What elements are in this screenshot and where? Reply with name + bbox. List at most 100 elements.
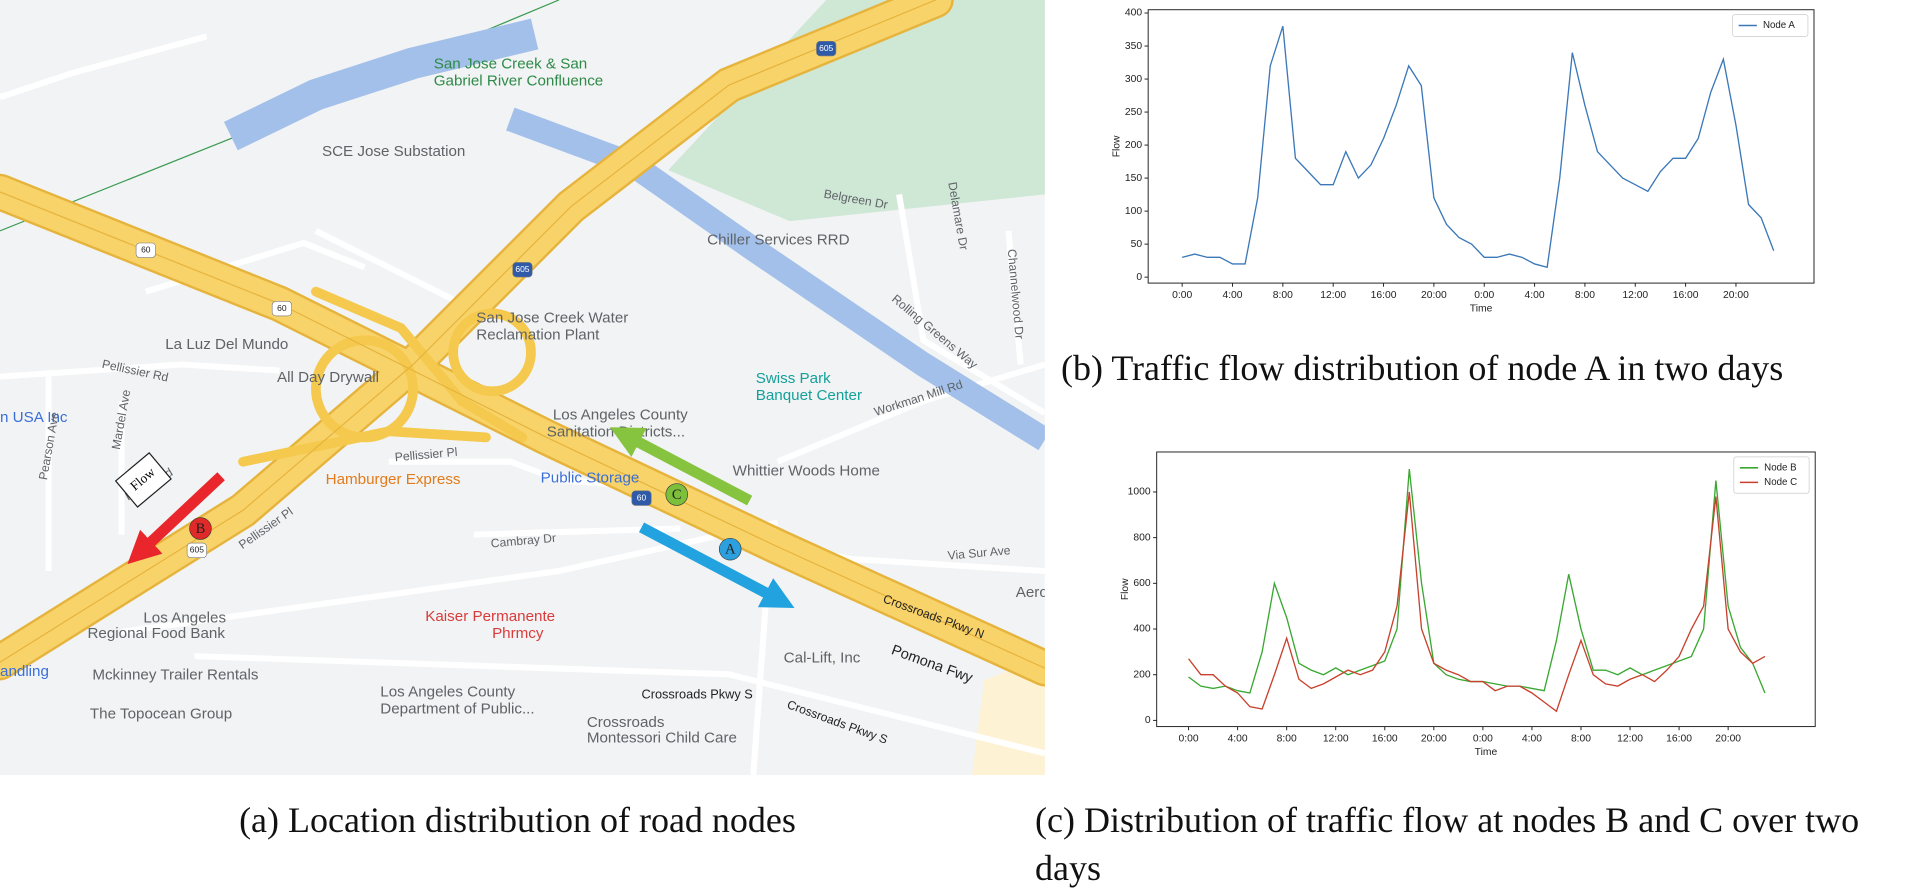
y-tick-label: 600 xyxy=(1133,578,1150,589)
x-tick-label: 16:00 xyxy=(1673,290,1699,301)
flow-sign-box xyxy=(114,451,172,508)
map-label: Sanitation Districts... xyxy=(547,424,685,441)
y-tick-label: 400 xyxy=(1133,624,1150,635)
y-tick-label: 250 xyxy=(1125,107,1142,118)
road-shield-label: 605 xyxy=(819,43,833,53)
x-tick-label: 8:00 xyxy=(1277,733,1297,744)
plot-frame xyxy=(1147,9,1815,284)
x-tick-label: 0:00 xyxy=(1172,290,1192,301)
x-tick-label: 0:00 xyxy=(1473,733,1493,744)
map-label: andling xyxy=(0,663,49,680)
map-label: Los Angeles County xyxy=(553,407,688,424)
caption-a: (a) Location distribution of road nodes xyxy=(239,800,796,840)
x-tick-label: 12:00 xyxy=(1320,290,1346,301)
map-label: San Jose Creek Water xyxy=(476,309,628,326)
road-shield xyxy=(271,301,292,317)
map-label: Hamburger Express xyxy=(326,471,461,488)
map-label: Whittier Woods Home xyxy=(733,462,880,479)
caption-c: (c) Distribution of traffic flow at node… xyxy=(1035,800,1860,888)
y-tick-label: 0 xyxy=(1145,715,1151,726)
x-tick-label: 16:00 xyxy=(1666,733,1692,744)
x-tick-label: 12:00 xyxy=(1617,733,1643,744)
map-label: San Jose Creek & San xyxy=(434,55,588,72)
map-label: Mckinney Trailer Rentals xyxy=(92,667,259,684)
plot-frame xyxy=(1156,451,1816,728)
y-tick-label: 350 xyxy=(1125,41,1142,52)
road-node-label: B xyxy=(196,521,206,537)
legend-label: Node B xyxy=(1764,462,1796,473)
x-tick-label: 0:00 xyxy=(1474,290,1494,301)
road-node-label: A xyxy=(725,542,736,558)
x-tick-label: 8:00 xyxy=(1273,290,1293,301)
flow-sign: Flow xyxy=(114,451,172,508)
map-label: Chiller Services RRD xyxy=(707,232,850,249)
x-tick-label: 20:00 xyxy=(1715,733,1741,744)
x-tick-label: 20:00 xyxy=(1723,290,1749,301)
y-tick-label: 200 xyxy=(1133,669,1150,680)
road-shield-label: 605 xyxy=(515,264,529,274)
map-label: Reclamation Plant xyxy=(476,326,600,343)
road-shield-label: 605 xyxy=(190,545,204,555)
legend-box xyxy=(1732,14,1809,37)
map-label: Crossroads xyxy=(587,714,665,731)
legend-box xyxy=(1733,456,1810,494)
y-tick-label: 150 xyxy=(1125,173,1142,184)
nodes: A B C xyxy=(189,483,742,561)
legend-label: Node C xyxy=(1764,477,1797,488)
road-shield xyxy=(512,262,533,278)
x-tick-label: 8:00 xyxy=(1571,733,1591,744)
road-node xyxy=(718,537,742,561)
x-tick-label: 16:00 xyxy=(1372,733,1398,744)
y-tick-label: 800 xyxy=(1133,532,1150,543)
caption-b: (b) Traffic flow distribution of node A … xyxy=(1061,348,1784,388)
series-line xyxy=(1188,469,1766,694)
x-tick-label: 12:00 xyxy=(1323,733,1349,744)
map-label: Crossroads Pkwy S xyxy=(642,686,753,701)
y-tick-label: 200 xyxy=(1125,140,1142,151)
road-shield xyxy=(816,41,837,57)
park xyxy=(668,0,1045,222)
map-label: Phrmcy xyxy=(492,625,544,642)
x-tick-label: 8:00 xyxy=(1575,290,1595,301)
road-shield-label: 60 xyxy=(277,303,287,313)
y-tick-label: 300 xyxy=(1125,74,1142,85)
road-node-label: C xyxy=(672,487,682,503)
road-shield xyxy=(135,242,156,258)
map-label: Aero xyxy=(1016,584,1048,601)
x-tick-label: 4:00 xyxy=(1522,733,1542,744)
road-shield xyxy=(631,490,652,506)
y-tick-label: 1000 xyxy=(1128,487,1151,498)
local-roads xyxy=(0,33,1045,776)
arrow-a xyxy=(638,522,795,608)
map-label: Department of Public... xyxy=(380,701,534,718)
map-label: The Topocean Group xyxy=(90,705,232,722)
map-label: Regional Food Bank xyxy=(87,625,225,642)
map-label: Cambray Dr xyxy=(490,531,556,551)
map-label: Banquet Center xyxy=(756,387,862,404)
road-shield-label: 60 xyxy=(637,492,647,502)
arrow-b xyxy=(127,472,225,565)
river xyxy=(223,18,1045,451)
series-line xyxy=(1181,26,1775,269)
map-label: n USA Inc xyxy=(0,409,68,426)
road-shield-label: 60 xyxy=(141,245,151,255)
map-label: Swiss Park xyxy=(756,370,831,387)
road-node xyxy=(189,517,212,540)
x-tick-label: 12:00 xyxy=(1622,290,1648,301)
map-label: Cal-Lift, Inc xyxy=(784,650,861,667)
map-label: Via Sur Ave xyxy=(947,543,1011,562)
map-label: La Luz Del Mundo xyxy=(165,336,288,353)
map-label: SCE Jose Substation xyxy=(322,143,465,160)
y-axis-label: Flow xyxy=(1120,578,1131,600)
map-label: Montessori Child Care xyxy=(587,730,737,747)
series-line xyxy=(1188,491,1766,713)
map-label: Kaiser Permanente xyxy=(425,608,555,625)
x-tick-label: 4:00 xyxy=(1228,733,1248,744)
y-tick-label: 400 xyxy=(1125,8,1142,19)
x-tick-label: 4:00 xyxy=(1222,290,1242,301)
x-axis-label: Time xyxy=(1475,747,1498,758)
area xyxy=(972,656,1045,776)
